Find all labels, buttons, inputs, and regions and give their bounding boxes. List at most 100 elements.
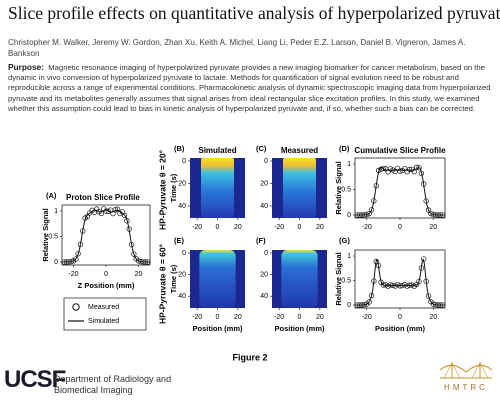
sample-marker	[373, 258, 379, 265]
x-tick-label: 0	[216, 314, 220, 321]
sample-marker	[73, 256, 79, 262]
sample-marker	[110, 210, 116, 217]
sample-marker	[98, 210, 105, 217]
sample-marker	[84, 214, 91, 220]
sample-marker	[371, 198, 377, 204]
x-tick-label: -20	[68, 271, 78, 278]
x-tick-label: -20	[192, 314, 202, 321]
center-logo-text: HMTRC	[444, 383, 488, 392]
y-tick-label: 20	[178, 271, 186, 278]
sample-marker	[75, 251, 81, 257]
row-label: HP-Pyruvate θ = 20°	[157, 149, 167, 230]
x-tick-label: 0	[398, 224, 402, 231]
x-tick-label: 20	[234, 314, 242, 321]
sample-marker	[423, 278, 429, 284]
sample-marker	[425, 293, 432, 299]
purpose: Purpose: Magnetic resonance imaging of h…	[8, 62, 496, 114]
plot-frame	[354, 249, 446, 309]
y-tick-label: 40	[260, 293, 268, 300]
sample-marker	[80, 228, 86, 234]
row-label: HP-Pyruvate θ = 60°	[157, 243, 167, 324]
x-tick-label: -20	[362, 314, 372, 321]
y-tick-label: 0	[347, 302, 351, 309]
center-logo: HMTRC	[439, 362, 493, 392]
x-tick-label: 0	[104, 271, 108, 278]
y-tick-label: 1	[347, 253, 351, 260]
y-tick-label: 1	[54, 208, 58, 215]
x-tick-label: 0	[398, 314, 402, 321]
x-tick-label: -20	[192, 224, 202, 231]
sample-marker	[411, 169, 417, 175]
x-tick-label: 20	[316, 314, 324, 321]
y-axis-label: Time (s)	[169, 173, 178, 202]
y-tick-label: 20	[178, 180, 186, 187]
panel-id: (D)	[339, 144, 350, 153]
y-tick-label: 0	[54, 259, 58, 266]
y-tick-label: 20	[260, 271, 268, 278]
x-tick-label: -20	[274, 314, 284, 321]
x-tick-label: 20	[429, 224, 437, 231]
sample-marker	[112, 207, 118, 213]
sample-marker	[371, 278, 377, 284]
sample-marker	[361, 302, 368, 308]
y-tick-label: 0	[264, 250, 268, 257]
authors: Christopher M. Walker, Jeremy W. Gordon,…	[8, 38, 466, 58]
legend-entry: Simulated	[88, 318, 119, 325]
figure-caption: Figure 2	[232, 352, 267, 362]
sample-marker	[406, 166, 413, 173]
sample-marker	[380, 282, 387, 288]
sample-marker	[428, 210, 434, 217]
panel-id: (G)	[339, 236, 350, 245]
plot-frame	[354, 157, 446, 219]
panel-id: (F)	[256, 236, 266, 245]
sample-marker	[387, 282, 394, 288]
panel-id: (E)	[174, 236, 185, 245]
sample-marker	[440, 212, 446, 218]
sample-marker	[423, 198, 429, 204]
sample-marker	[364, 211, 370, 218]
y-tick-label: 40	[178, 293, 186, 300]
sample-marker	[416, 165, 422, 171]
y-tick-label: 40	[260, 203, 268, 210]
sample-marker	[418, 265, 425, 271]
y-axis-label: Relative Signal	[334, 161, 343, 214]
panel-id: (C)	[256, 144, 267, 153]
panel-id: (B)	[174, 144, 185, 153]
sample-marker	[77, 241, 84, 248]
sample-marker	[361, 212, 368, 218]
sample-marker	[124, 218, 130, 224]
sample-marker	[368, 207, 375, 213]
y-tick-label: 0	[182, 250, 186, 257]
sample-marker	[373, 183, 379, 189]
y-tick-label: 0.5	[341, 186, 351, 193]
heatmap-band	[283, 158, 316, 218]
y-tick-label: 20	[260, 180, 268, 187]
sample-marker	[437, 212, 444, 218]
sample-marker	[131, 251, 137, 257]
sample-marker	[437, 302, 444, 308]
panel-title: Proton Slice Profile	[66, 193, 140, 202]
y-tick-label: 0.5	[341, 277, 351, 284]
sample-marker	[421, 181, 427, 187]
poster-title: Slice profile effects on quantitative an…	[8, 3, 500, 23]
panel-title: Simulated	[198, 146, 236, 155]
sample-marker	[114, 206, 121, 212]
panel-id: (A)	[46, 191, 57, 200]
sample-marker	[421, 256, 427, 262]
y-tick-label: 1	[347, 161, 351, 168]
sample-marker	[366, 210, 372, 217]
plot-frame	[61, 204, 151, 266]
sample-marker	[368, 292, 375, 299]
y-axis-label: Relative Signal	[334, 252, 343, 305]
legend-entry: Measured	[88, 304, 119, 311]
institution-logo: UCSF	[4, 366, 66, 393]
sample-marker	[145, 259, 151, 265]
sample-marker	[404, 283, 410, 289]
panel-title: Cumulative Slice Profile	[354, 146, 446, 155]
sample-marker	[397, 283, 403, 289]
x-axis-label: Position (mm)	[193, 324, 244, 333]
sample-marker	[418, 170, 425, 176]
x-tick-label: 20	[135, 271, 143, 278]
y-tick-label: 0.5	[48, 233, 58, 240]
